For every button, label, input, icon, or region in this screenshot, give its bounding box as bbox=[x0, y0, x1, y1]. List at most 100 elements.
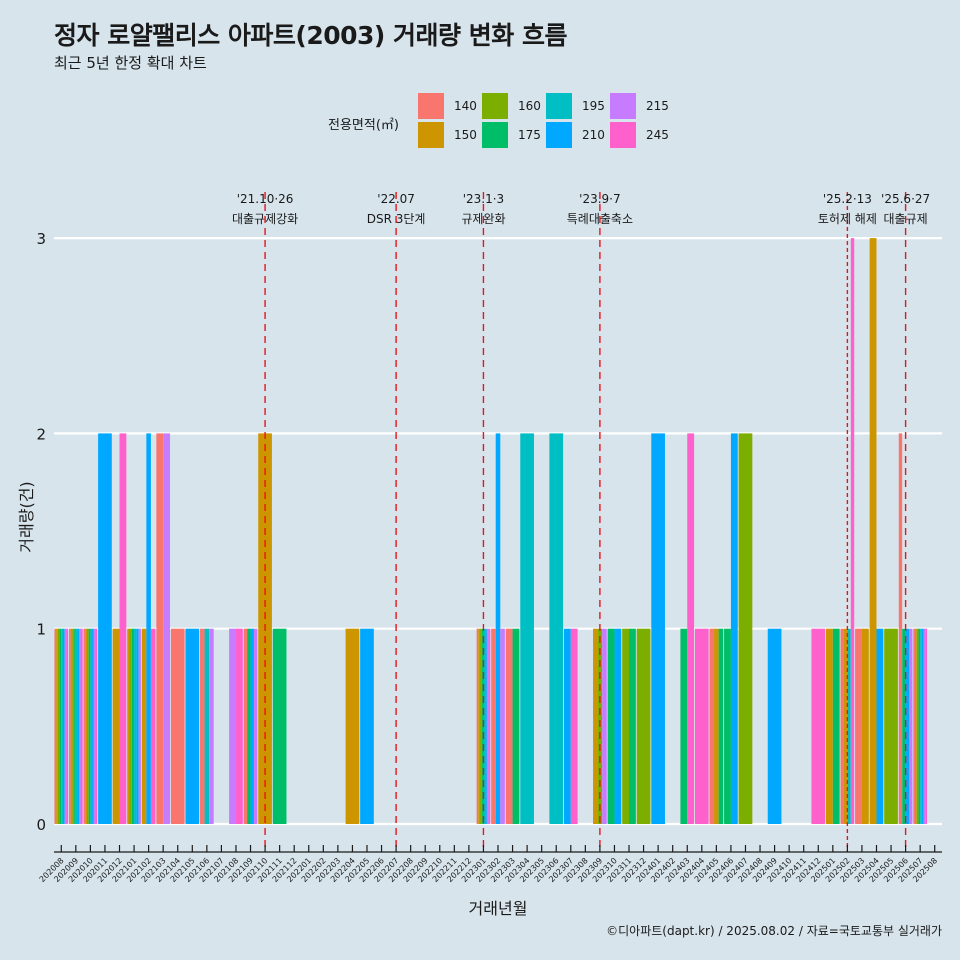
bar-202101-150 bbox=[127, 628, 130, 824]
event-date-label: '23.9·7 bbox=[579, 192, 620, 206]
bar-202101-215 bbox=[138, 628, 141, 824]
bar-202109-175 bbox=[247, 628, 251, 824]
bar-202404-245 bbox=[694, 628, 709, 824]
legend-swatch bbox=[418, 122, 444, 148]
bar-202012-245 bbox=[119, 433, 127, 824]
bar-202102-245 bbox=[150, 628, 156, 824]
bar-202111-175 bbox=[272, 628, 287, 824]
bar-202009-210 bbox=[77, 628, 80, 824]
bar-202506-215 bbox=[909, 628, 913, 824]
bar-202010-215 bbox=[93, 628, 96, 824]
bar-202502-195 bbox=[847, 628, 851, 824]
legend-swatch bbox=[546, 122, 572, 148]
event-desc-label: 대출규제 bbox=[884, 212, 928, 226]
bar-202301-210 bbox=[485, 628, 487, 824]
bar-202101-210 bbox=[136, 628, 139, 824]
bar-202102-150 bbox=[141, 628, 147, 824]
legend-swatch bbox=[482, 122, 508, 148]
bar-202009-215 bbox=[79, 628, 81, 824]
y-tick-label: 3 bbox=[36, 230, 46, 248]
legend-label: 245 bbox=[646, 128, 669, 142]
bar-202301-160 bbox=[480, 628, 482, 824]
bar-202406-210 bbox=[730, 433, 738, 824]
legend-label: 160 bbox=[518, 99, 541, 113]
bar-202010-210 bbox=[92, 628, 94, 824]
legend-title: 전용면적(㎡) bbox=[328, 118, 399, 133]
bar-202507-215 bbox=[923, 628, 926, 824]
bar-202108-215 bbox=[229, 628, 236, 824]
bar-202310-210 bbox=[614, 628, 622, 824]
legend-swatch bbox=[610, 122, 636, 148]
event-date-label: '21.10·26 bbox=[237, 192, 294, 206]
event-desc-label: 대출규제강화 bbox=[232, 212, 298, 226]
legend-label: 140 bbox=[454, 99, 477, 113]
bar-202008-195 bbox=[61, 628, 63, 824]
y-tick-label: 2 bbox=[36, 425, 46, 443]
bar-202507-140 bbox=[913, 628, 916, 824]
bar-202412-245 bbox=[811, 628, 826, 824]
legend-label: 210 bbox=[582, 128, 605, 142]
event-date-label: '22.07 bbox=[377, 192, 415, 206]
event-date-label: '25.6·27 bbox=[881, 192, 930, 206]
bar-202010-245 bbox=[95, 628, 98, 824]
bar-202008-160 bbox=[57, 628, 60, 824]
bar-202009-140 bbox=[68, 628, 71, 824]
bar-202405-150 bbox=[714, 628, 719, 824]
bar-202106-140 bbox=[200, 628, 205, 824]
bar-202109-210 bbox=[250, 628, 254, 824]
bar-202301-245 bbox=[488, 628, 491, 824]
bar-202503-140 bbox=[855, 628, 862, 824]
bar-202507-175 bbox=[918, 628, 921, 824]
bar-202009-245 bbox=[80, 628, 83, 824]
legend-label: 215 bbox=[646, 99, 669, 113]
bar-202010-175 bbox=[88, 628, 91, 824]
bar-202501-175 bbox=[832, 628, 840, 824]
bar-202302-215 bbox=[500, 628, 505, 824]
bar-202506-140 bbox=[898, 433, 903, 824]
y-tick-label: 1 bbox=[36, 621, 46, 639]
bar-202011-210 bbox=[98, 433, 112, 824]
bar-202012-150 bbox=[112, 628, 120, 824]
bar-202403-245 bbox=[687, 433, 695, 824]
bar-202301-175 bbox=[481, 628, 484, 824]
bar-202401-210 bbox=[651, 433, 665, 824]
bar-202502-245 bbox=[850, 238, 855, 825]
x-axis-title: 거래년월 bbox=[469, 899, 528, 918]
bar-202507-245 bbox=[925, 628, 928, 824]
bar-202303-175 bbox=[512, 628, 520, 824]
bar-202301-215 bbox=[486, 628, 489, 824]
bar-202008-215 bbox=[64, 628, 67, 824]
bar-202309-215 bbox=[602, 628, 607, 824]
bar-202101-175 bbox=[131, 628, 135, 824]
bar-202507-195 bbox=[920, 628, 922, 824]
bar-202106-215 bbox=[209, 628, 214, 824]
bar-202406-175 bbox=[724, 628, 731, 824]
bar-202307-210 bbox=[563, 628, 571, 824]
y-tick-label: 0 bbox=[36, 816, 46, 834]
bar-202106-195 bbox=[204, 628, 210, 824]
bar-202008-140 bbox=[54, 628, 57, 824]
bar-202302-140 bbox=[491, 628, 496, 824]
bar-202504-210 bbox=[876, 628, 884, 824]
bar-202507-210 bbox=[921, 628, 924, 824]
bar-202103-140 bbox=[156, 433, 164, 824]
event-desc-label: 토허제 해제 bbox=[818, 212, 877, 226]
bar-202009-150 bbox=[70, 628, 73, 824]
bar-202309-150 bbox=[593, 628, 598, 824]
bar-202503-150 bbox=[861, 628, 869, 824]
bar-202302-210 bbox=[495, 433, 501, 824]
bar-202409-210 bbox=[767, 628, 782, 824]
event-desc-label: DSR 3단계 bbox=[367, 212, 426, 226]
chart-subtitle: 최근 5년 한정 확대 차트 bbox=[54, 54, 207, 72]
bar-202101-195 bbox=[134, 628, 137, 824]
bar-202010-195 bbox=[90, 628, 93, 824]
bar-202407-160 bbox=[738, 433, 753, 824]
bar-202008-210 bbox=[62, 628, 65, 824]
y-axis-title: 거래량(건) bbox=[17, 481, 36, 552]
chart-title: 정자 로얄팰리스 아파트(2003) 거래량 변화 흐름 bbox=[54, 21, 567, 50]
bar-202506-210 bbox=[905, 628, 910, 824]
legend-swatch bbox=[482, 93, 508, 119]
bar-202403-175 bbox=[680, 628, 688, 824]
legend-label: 175 bbox=[518, 128, 541, 142]
bar-202010-160 bbox=[86, 628, 89, 824]
